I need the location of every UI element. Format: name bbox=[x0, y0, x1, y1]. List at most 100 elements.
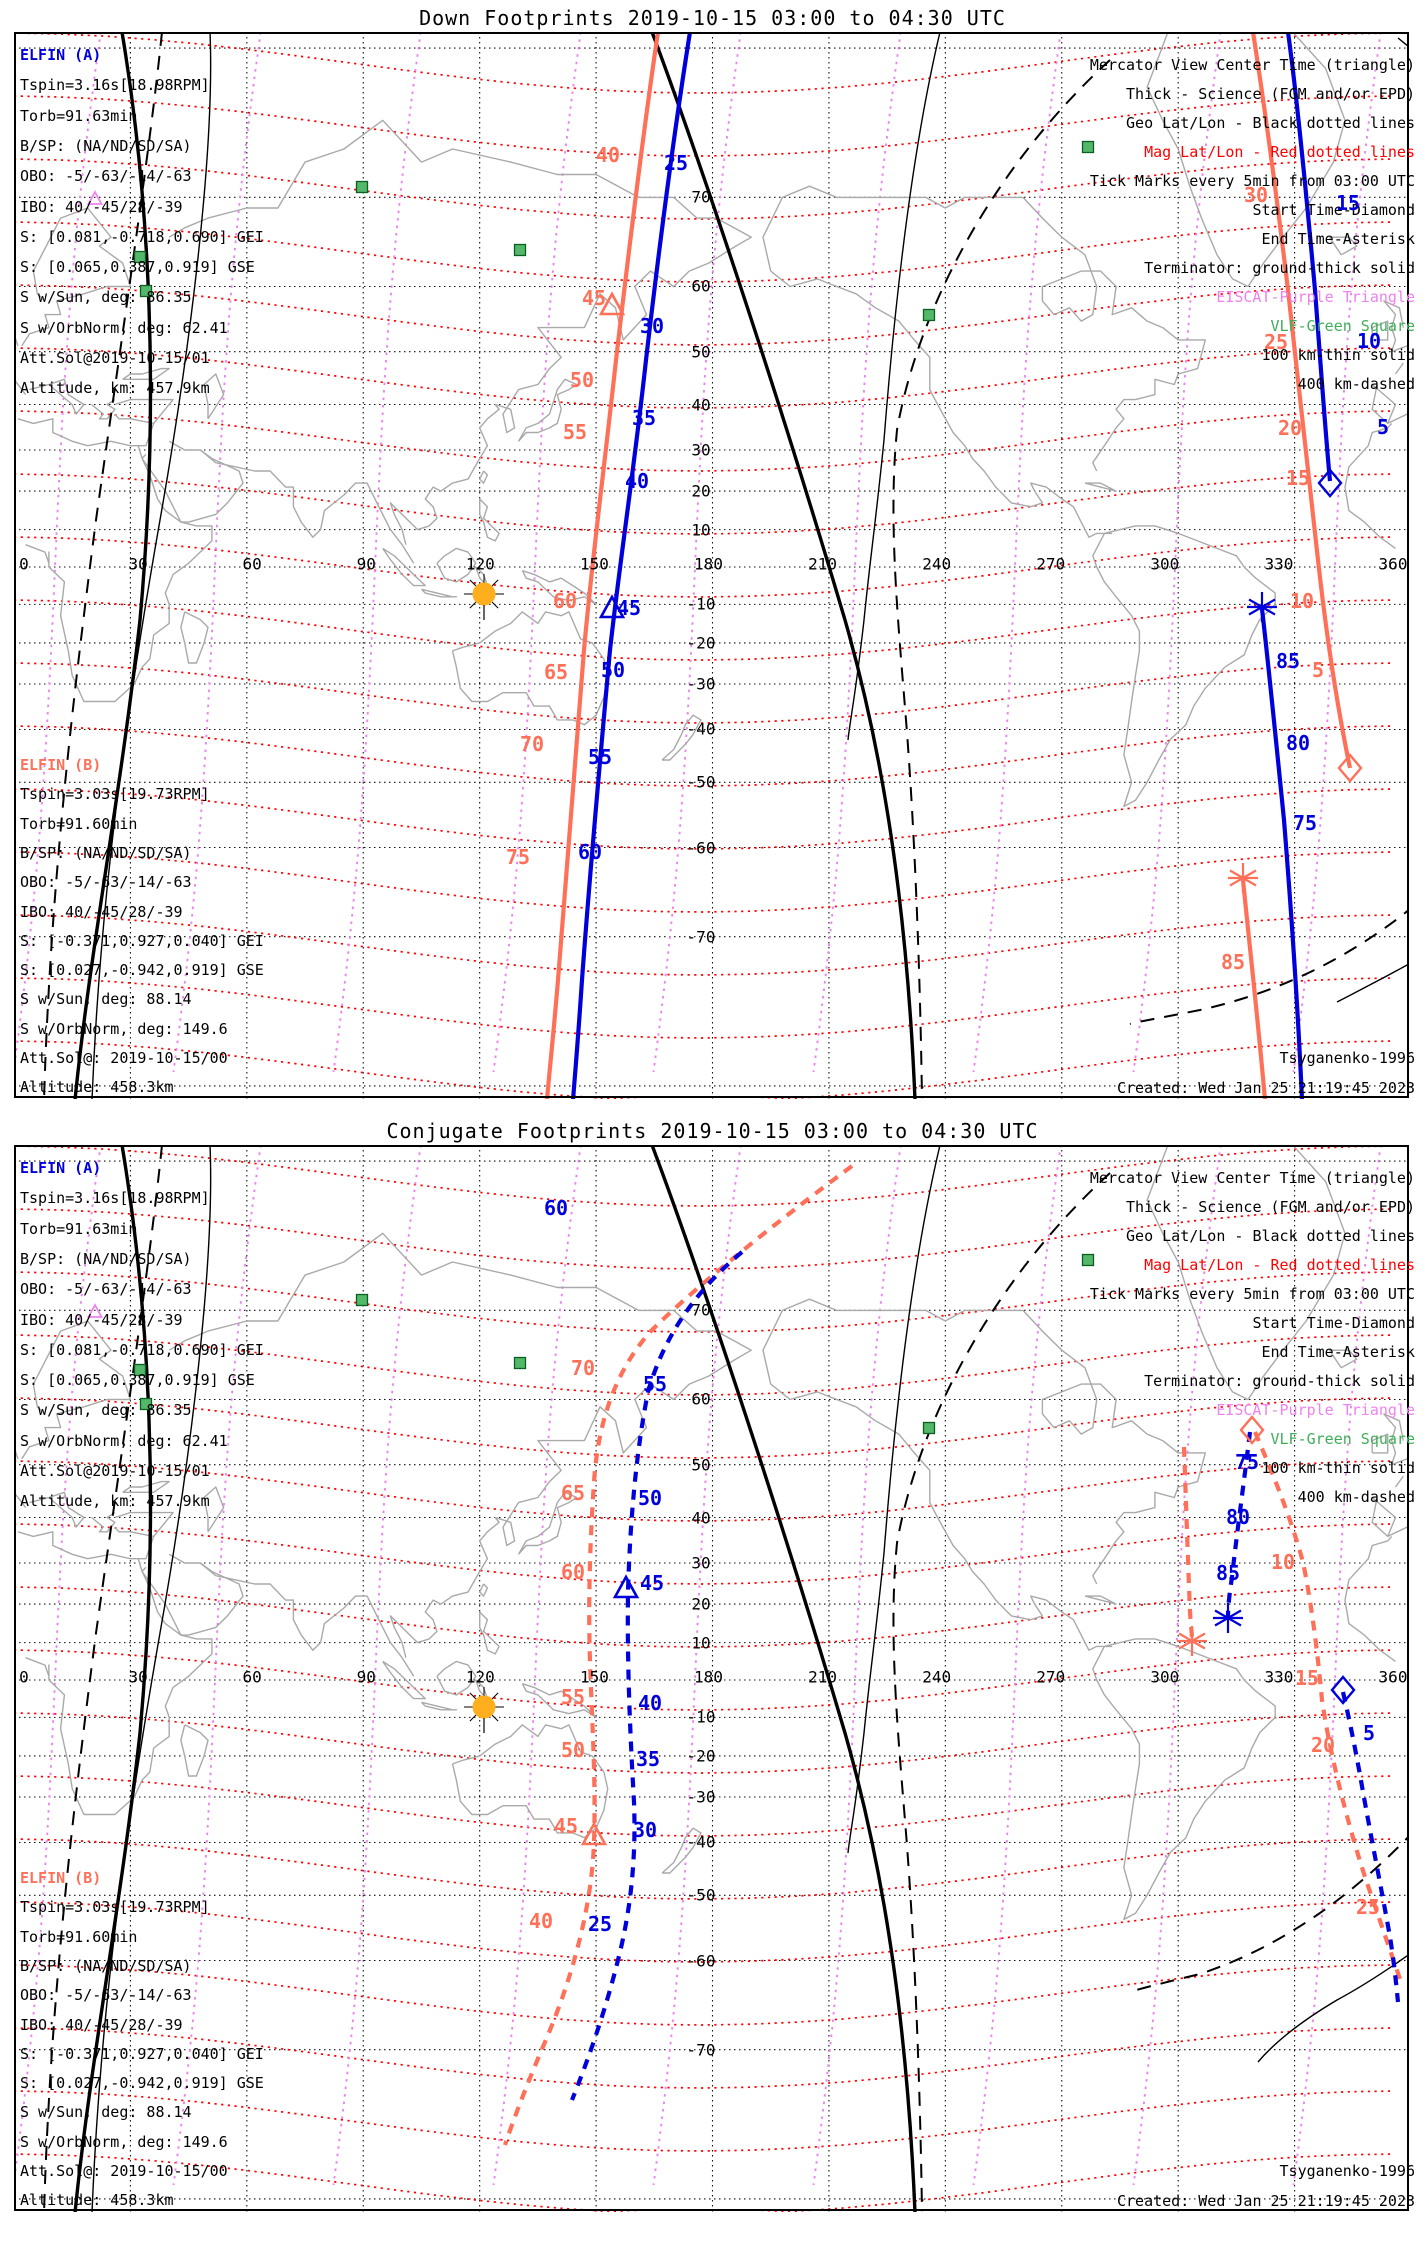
coastline bbox=[661, 714, 702, 761]
coastline bbox=[114, 1511, 174, 1538]
panel2-track-tick-label: 85 bbox=[1215, 1561, 1241, 1585]
panel1-elfin-a-line: Torb=91.63min bbox=[20, 106, 138, 125]
panel2-track-tick-label: 65 bbox=[560, 1481, 586, 1505]
vlf-square-marker bbox=[139, 1397, 153, 1411]
panel1-lat-label: 30 bbox=[691, 440, 711, 460]
panel2-track-tick-label: 45 bbox=[639, 1571, 665, 1595]
panel2-lat-label: -60 bbox=[686, 1951, 716, 1970]
coastline bbox=[1371, 320, 1389, 341]
panel1-lat-label: -20 bbox=[686, 633, 716, 653]
mag-lon-line bbox=[492, 33, 582, 1073]
panel1-lon-label: 90 bbox=[356, 554, 376, 574]
sun-subsolar-marker bbox=[464, 1687, 504, 1733]
coastline bbox=[17, 1531, 1396, 1816]
coastline bbox=[521, 1683, 597, 1719]
coastline bbox=[762, 1298, 1206, 1585]
satellite-track-coral bbox=[1240, 879, 1268, 1099]
panel1-track-tick-label: 80 bbox=[1285, 731, 1311, 755]
start-time-diamond-marker bbox=[1330, 1675, 1356, 1705]
panel2-elfin-a-line: S: [0.065,0.387,0.919] GSE bbox=[20, 1371, 255, 1390]
terminator-100km bbox=[847, 1146, 941, 1854]
panel1-lat-label: -60 bbox=[686, 838, 716, 857]
coastline bbox=[1084, 1595, 1117, 1605]
panel1-legend-line: End Time-Asterisk bbox=[1261, 230, 1415, 248]
panel1-elfin-b-line: S: [0.027,-0.942,0.919] GSE bbox=[20, 961, 264, 980]
satellite-track-coral bbox=[1253, 1431, 1404, 1986]
coastline bbox=[29, 378, 85, 415]
terminator-400km bbox=[43, 1146, 163, 2212]
panel2-lon-label: 0 bbox=[19, 1667, 29, 1687]
coastline bbox=[168, 119, 752, 545]
terminator-100km bbox=[91, 1146, 212, 2212]
coastline bbox=[1084, 482, 1117, 492]
panel2-legend-line: 100 km-thin solid bbox=[1261, 1459, 1415, 1477]
panel1-elfin-a-line: OBO: -5/-63/-14/-63 bbox=[20, 167, 192, 186]
coastline bbox=[382, 547, 426, 587]
coastline bbox=[382, 1660, 426, 1700]
panel1-elfin-a-line: S: [0.065,0.387,0.919] GSE bbox=[20, 258, 255, 277]
mag-lon-line bbox=[15, 1146, 102, 2181]
panel2-elfin-a-line: S: [0.081,-0.718,0.690] GEI bbox=[20, 1340, 264, 1359]
panel1-elfin-b-title: ELFIN (B) bbox=[20, 756, 102, 774]
panel2-elfin-b-line: B/SP: (NA/ND/SD/SA) bbox=[20, 1956, 192, 1975]
panel2-lon-label: 330 bbox=[1264, 1667, 1294, 1687]
panel1-lon-label: 270 bbox=[1036, 554, 1066, 574]
coastline bbox=[1146, 1146, 1346, 1401]
satellite-track-blue bbox=[1225, 1431, 1253, 1617]
panel2-created-credit: Created: Wed Jan 25 21:19:45 2023 bbox=[1116, 2192, 1415, 2210]
panel1-legend-line: Thick - Science (FGM and/or EPD) bbox=[1126, 85, 1415, 103]
coastline bbox=[180, 611, 209, 664]
coastline bbox=[122, 1480, 170, 1493]
panel2-track-tick-label: 80 bbox=[1225, 1505, 1251, 1529]
sun-subsolar-marker bbox=[464, 574, 504, 620]
vlf-square-marker bbox=[513, 1356, 527, 1370]
panel1-lat-label: -10 bbox=[686, 594, 716, 614]
panel1-track-tick-label: 85 bbox=[1220, 950, 1246, 974]
panel1-legend-line: 400 km-dashed bbox=[1297, 375, 1415, 393]
coastline bbox=[479, 498, 500, 542]
panel2-track-tick-label: 50 bbox=[560, 1738, 586, 1762]
mag-lon-line bbox=[492, 1146, 582, 2186]
panel2-legend-line: 400 km-dashed bbox=[1297, 1488, 1415, 1506]
coastline bbox=[517, 1491, 578, 1555]
panel1-track-tick-label: 45 bbox=[616, 596, 642, 620]
panel1-elfin-a-line: Att.Sol@2019-10-15/01 bbox=[20, 349, 210, 367]
panel2-lon-label: 270 bbox=[1036, 1667, 1066, 1687]
panel2-track-tick-label: 15 bbox=[1294, 1666, 1320, 1690]
terminator-100km bbox=[1397, 37, 1409, 48]
panel1-lon-label: 330 bbox=[1264, 554, 1294, 574]
panel1-track-tick-label: 50 bbox=[600, 658, 626, 682]
terminator-ground bbox=[73, 1146, 153, 2212]
panel1-track-tick-label: 15 bbox=[1285, 466, 1311, 490]
panel1-elfin-a-line: Tspin=3.16s[18.98RPM] bbox=[20, 76, 210, 95]
coastline bbox=[1092, 525, 1276, 808]
coastline bbox=[770, 270, 1113, 538]
coastline bbox=[122, 367, 170, 380]
panel2-legend-line: EISCAT-Purple Triangle bbox=[1216, 1401, 1415, 1419]
panel2-track-tick-label: 40 bbox=[528, 1909, 554, 1933]
coastline bbox=[15, 207, 1408, 425]
panel2-elfin-b-line: Tspin=3.03s[19.73RPM] bbox=[20, 1898, 210, 1917]
terminator-100km bbox=[1257, 1953, 1409, 2063]
panel2-elfin-b-line: Altitude: 458.3km bbox=[20, 2191, 174, 2210]
satellite-track-coral bbox=[544, 33, 660, 1099]
panel1-legend-line: 100 km-thin solid bbox=[1261, 346, 1415, 364]
panel2-lat-label: 70 bbox=[691, 1300, 711, 1320]
center-time-triangle-marker bbox=[612, 1574, 640, 1599]
eiscat-triangle-marker bbox=[86, 1303, 104, 1318]
mag-lon-line bbox=[652, 1146, 742, 2186]
panel1-legend-line: Geo Lat/Lon - Black dotted lines bbox=[1126, 114, 1415, 132]
coastline bbox=[91, 1512, 116, 1533]
panel1-elfin-b-line: S w/Sun, deg: 88.14 bbox=[20, 990, 192, 1009]
panel2-elfin-b-line: S w/Sun, deg: 88.14 bbox=[20, 2103, 192, 2122]
panel1-elfin-a-line: S: [0.081,-0.718,0.690] GEI bbox=[20, 227, 264, 246]
panel1-elfin-a-line: IBO: 40/-45/28/-39 bbox=[20, 197, 183, 216]
coastline bbox=[1371, 1433, 1389, 1454]
panel1-track-tick-label: 30 bbox=[1243, 183, 1269, 207]
panel1-track-tick-label: 20 bbox=[1277, 416, 1303, 440]
panel2-lat-label: -10 bbox=[686, 1707, 716, 1727]
terminator-100km bbox=[91, 33, 212, 1099]
panel2-track-tick-label: 55 bbox=[560, 1685, 586, 1709]
panel2-track-tick-label: 10 bbox=[1270, 1550, 1296, 1574]
